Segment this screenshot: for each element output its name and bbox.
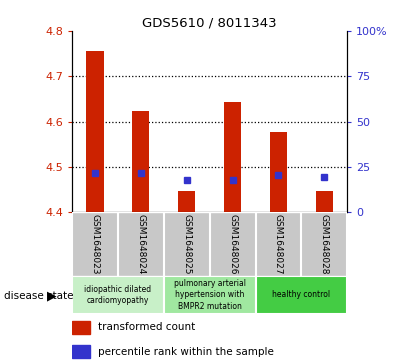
Text: GSM1648024: GSM1648024 xyxy=(136,214,145,274)
Text: disease state: disease state xyxy=(4,291,74,301)
Bar xyxy=(178,191,195,212)
Text: GSM1648028: GSM1648028 xyxy=(320,214,329,274)
Text: percentile rank within the sample: percentile rank within the sample xyxy=(97,347,273,357)
Bar xyxy=(132,111,150,212)
Text: ▶: ▶ xyxy=(47,289,57,302)
Text: healthy control: healthy control xyxy=(272,290,330,299)
Text: GSM1648026: GSM1648026 xyxy=(228,214,237,274)
Bar xyxy=(256,276,347,314)
Bar xyxy=(72,345,90,358)
Text: GSM1648027: GSM1648027 xyxy=(274,214,283,274)
Text: GSM1648023: GSM1648023 xyxy=(90,214,99,274)
Text: transformed count: transformed count xyxy=(97,322,195,332)
Bar xyxy=(164,276,256,314)
Text: pulmonary arterial
hypertension with
BMPR2 mutation: pulmonary arterial hypertension with BMP… xyxy=(173,280,246,310)
Title: GDS5610 / 8011343: GDS5610 / 8011343 xyxy=(142,17,277,30)
Bar xyxy=(72,321,90,334)
Bar xyxy=(224,102,241,212)
Bar xyxy=(270,132,287,212)
Bar xyxy=(316,191,333,212)
Text: idiopathic dilated
cardiomyopathy: idiopathic dilated cardiomyopathy xyxy=(84,285,151,305)
Text: GSM1648025: GSM1648025 xyxy=(182,214,191,274)
Bar xyxy=(72,276,164,314)
Bar xyxy=(86,51,104,212)
